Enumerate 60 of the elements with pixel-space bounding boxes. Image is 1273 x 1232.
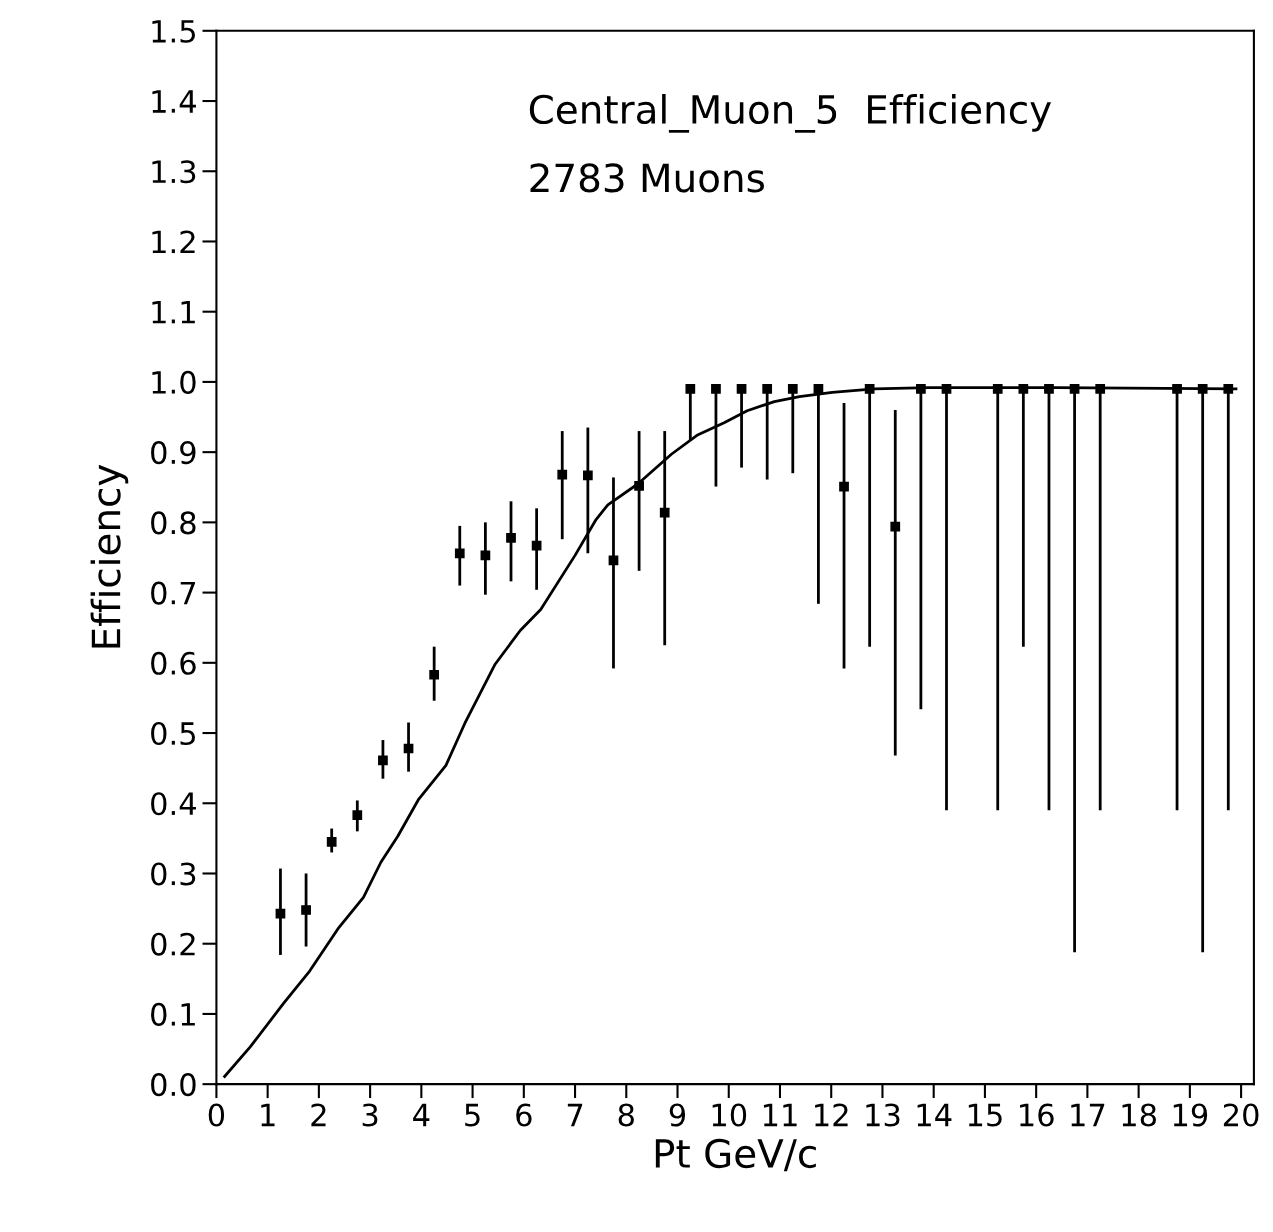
y-tick-label: 0.7 xyxy=(151,581,196,605)
y-tick-label: 1.4 xyxy=(152,90,196,113)
x-tick-label: 15 xyxy=(968,1103,1002,1127)
x-tick-label: 12 xyxy=(815,1103,848,1127)
x-tick-label: 20 xyxy=(1223,1103,1259,1127)
y-tick-label: 0.3 xyxy=(151,862,196,886)
point xyxy=(454,548,465,559)
x-tick-label: 4 xyxy=(413,1103,430,1127)
x-tick-label: 6 xyxy=(516,1103,532,1127)
x-tick-label: 5 xyxy=(465,1103,480,1127)
y-tick-label: 1.0 xyxy=(152,370,196,394)
y-tick-label: 1.2 xyxy=(152,230,195,254)
point xyxy=(659,507,670,518)
point xyxy=(506,532,516,543)
point xyxy=(787,384,798,394)
y-tick-label: 0.9 xyxy=(151,441,196,465)
y-tick-label: 1.5 xyxy=(152,20,195,43)
y-tick-label: 0.1 xyxy=(151,1002,195,1026)
x-axis-title: Pt GeV/c xyxy=(655,1138,816,1172)
point xyxy=(378,755,388,766)
x-tick-label: 8 xyxy=(618,1103,634,1127)
y-tick-label: 0.2 xyxy=(151,932,195,956)
x-tick-label: 2 xyxy=(311,1103,326,1127)
y-tick-label: 0.4 xyxy=(151,792,196,816)
line-series xyxy=(223,386,1238,1078)
x-tick-label: 17 xyxy=(1071,1103,1105,1127)
x-tick-label: 9 xyxy=(669,1103,686,1127)
point xyxy=(890,521,901,532)
x-tick-label: 0 xyxy=(208,1103,225,1127)
point xyxy=(839,481,849,492)
point xyxy=(582,470,593,481)
point xyxy=(608,555,619,566)
y-tick-label: 1.1 xyxy=(152,301,195,324)
y-tick-label: 0.8 xyxy=(151,511,196,535)
point xyxy=(429,669,440,680)
point xyxy=(326,837,337,847)
text: 2783 Muons xyxy=(530,163,764,193)
x-tick-label: 16 xyxy=(1020,1103,1054,1127)
point xyxy=(736,384,747,394)
point xyxy=(557,469,568,480)
point xyxy=(352,810,363,821)
x-tick-label: 10 xyxy=(712,1103,747,1127)
point xyxy=(301,905,311,915)
x-tick-label: 13 xyxy=(866,1103,900,1127)
y-tick-label: 0.5 xyxy=(151,721,195,746)
x-tick-label: 18 xyxy=(1122,1103,1156,1127)
y-tick-label: 0.6 xyxy=(151,651,196,675)
x-tick-label: 1 xyxy=(261,1103,275,1127)
x-tick-label: 19 xyxy=(1173,1103,1208,1127)
y-tick-label: 1.3 xyxy=(152,160,196,184)
point xyxy=(762,384,773,394)
y-tick-label: 0.0 xyxy=(151,1073,196,1097)
x-tick-label: 11 xyxy=(763,1103,797,1127)
x-tick-label: 14 xyxy=(917,1103,952,1127)
y-axis-title: Efficiency xyxy=(90,464,129,648)
x-tick-label: 7 xyxy=(567,1103,583,1127)
point xyxy=(685,384,696,394)
x-tick-label: 3 xyxy=(362,1103,378,1127)
text: Central_Muon_5 Efficiency xyxy=(529,94,1052,133)
point xyxy=(711,384,721,394)
